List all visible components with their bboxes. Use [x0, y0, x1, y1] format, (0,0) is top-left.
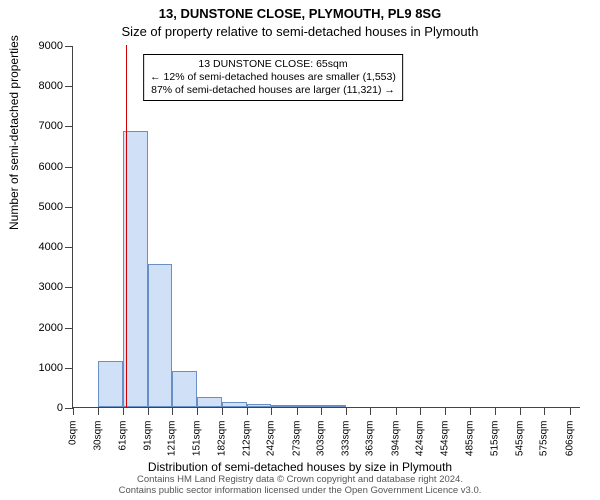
y-tick [65, 247, 73, 248]
histogram-bar [172, 371, 197, 407]
x-tick-label: 151sqm [191, 421, 202, 457]
y-tick-label: 8000 [39, 80, 63, 92]
x-tick [148, 407, 149, 415]
histogram-bar [98, 361, 123, 407]
x-tick [172, 407, 173, 415]
y-tick-label: 7000 [39, 120, 63, 132]
x-tick [222, 407, 223, 415]
x-tick-label: 91sqm [142, 421, 153, 451]
y-tick-label: 5000 [39, 201, 63, 213]
y-tick [65, 408, 73, 409]
x-tick [396, 407, 397, 415]
x-tick-label: 273sqm [291, 421, 302, 457]
x-tick [420, 407, 421, 415]
histogram-bar [247, 404, 272, 407]
chart-footer: Contains HM Land Registry data © Crown c… [0, 475, 600, 496]
histogram-bar [271, 405, 296, 407]
footer-line2: Contains public sector information licen… [0, 486, 600, 496]
x-tick-label: 575sqm [539, 421, 550, 457]
y-tick [65, 328, 73, 329]
histogram-bar [321, 405, 346, 407]
chart-plot-area: 01000200030004000500060007000800090000sq… [72, 46, 580, 408]
x-tick-label: 333sqm [340, 421, 351, 457]
x-tick-label: 61sqm [117, 421, 128, 451]
y-tick [65, 207, 73, 208]
x-tick [495, 407, 496, 415]
x-tick [520, 407, 521, 415]
x-tick [445, 407, 446, 415]
callout-line1: 13 DUNSTONE CLOSE: 65sqm [150, 58, 396, 71]
chart-title-line1: 13, DUNSTONE CLOSE, PLYMOUTH, PL9 8SG [0, 6, 600, 21]
y-tick-label: 6000 [39, 161, 63, 173]
x-tick [197, 407, 198, 415]
chart-title-line2: Size of property relative to semi-detach… [0, 24, 600, 39]
x-tick [73, 407, 74, 415]
x-axis-label: Distribution of semi-detached houses by … [0, 460, 600, 474]
x-tick-label: 121sqm [167, 421, 178, 457]
x-tick [570, 407, 571, 415]
x-tick-label: 212sqm [241, 421, 252, 457]
y-tick-label: 4000 [39, 241, 63, 253]
x-tick-label: 606sqm [564, 421, 575, 457]
x-tick-label: 394sqm [390, 421, 401, 457]
x-tick [346, 407, 347, 415]
histogram-bar [148, 264, 173, 407]
x-tick [297, 407, 298, 415]
x-tick-label: 30sqm [92, 421, 103, 451]
x-tick-label: 182sqm [217, 421, 228, 457]
x-tick [98, 407, 99, 415]
x-tick-label: 545sqm [514, 421, 525, 457]
x-tick-label: 363sqm [365, 421, 376, 457]
y-axis-label: Number of semi-detached properties [7, 35, 21, 230]
x-tick [544, 407, 545, 415]
subject-callout: 13 DUNSTONE CLOSE: 65sqm← 12% of semi-de… [143, 54, 403, 101]
x-tick-label: 303sqm [316, 421, 327, 457]
y-tick-label: 3000 [39, 281, 63, 293]
x-tick [123, 407, 124, 415]
y-tick [65, 287, 73, 288]
y-tick [65, 167, 73, 168]
histogram-bar [197, 397, 222, 407]
y-tick [65, 46, 73, 47]
x-tick-label: 454sqm [439, 421, 450, 457]
callout-line2: ← 12% of semi-detached houses are smalle… [150, 71, 396, 84]
x-tick [470, 407, 471, 415]
x-tick-label: 0sqm [68, 421, 79, 445]
x-tick [247, 407, 248, 415]
y-tick-label: 9000 [39, 40, 63, 52]
y-tick-label: 2000 [39, 322, 63, 334]
x-tick-label: 515sqm [489, 421, 500, 457]
callout-line3: 87% of semi-detached houses are larger (… [150, 84, 396, 97]
x-tick-label: 424sqm [415, 421, 426, 457]
x-tick [321, 407, 322, 415]
y-tick-label: 1000 [39, 362, 63, 374]
y-tick [65, 86, 73, 87]
histogram-bar [222, 402, 247, 407]
y-tick [65, 126, 73, 127]
subject-marker-line [126, 45, 127, 407]
x-tick-label: 485sqm [465, 421, 476, 457]
y-tick-label: 0 [57, 402, 63, 414]
y-tick [65, 368, 73, 369]
x-tick-label: 242sqm [266, 421, 277, 457]
x-tick [370, 407, 371, 415]
footer-line1: Contains HM Land Registry data © Crown c… [0, 475, 600, 485]
x-tick [271, 407, 272, 415]
histogram-bar [297, 405, 322, 407]
